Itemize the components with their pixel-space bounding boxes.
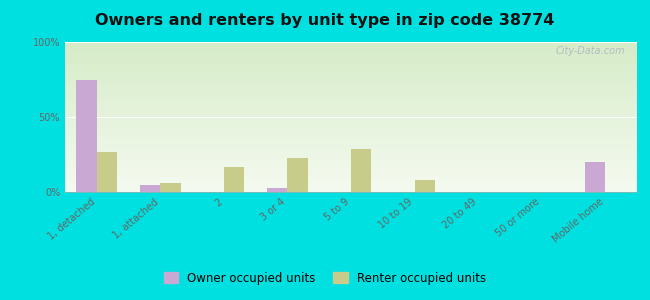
- Text: City-Data.com: City-Data.com: [556, 46, 625, 56]
- Bar: [351, 148, 371, 192]
- Bar: [287, 158, 308, 192]
- Bar: [140, 184, 161, 192]
- Bar: [161, 183, 181, 192]
- Bar: [224, 167, 244, 192]
- Bar: [267, 188, 287, 192]
- Bar: [585, 162, 605, 192]
- Bar: [415, 180, 435, 192]
- Bar: [77, 80, 97, 192]
- Text: Owners and renters by unit type in zip code 38774: Owners and renters by unit type in zip c…: [96, 14, 554, 28]
- Bar: [97, 152, 117, 192]
- Legend: Owner occupied units, Renter occupied units: Owner occupied units, Renter occupied un…: [161, 268, 489, 288]
